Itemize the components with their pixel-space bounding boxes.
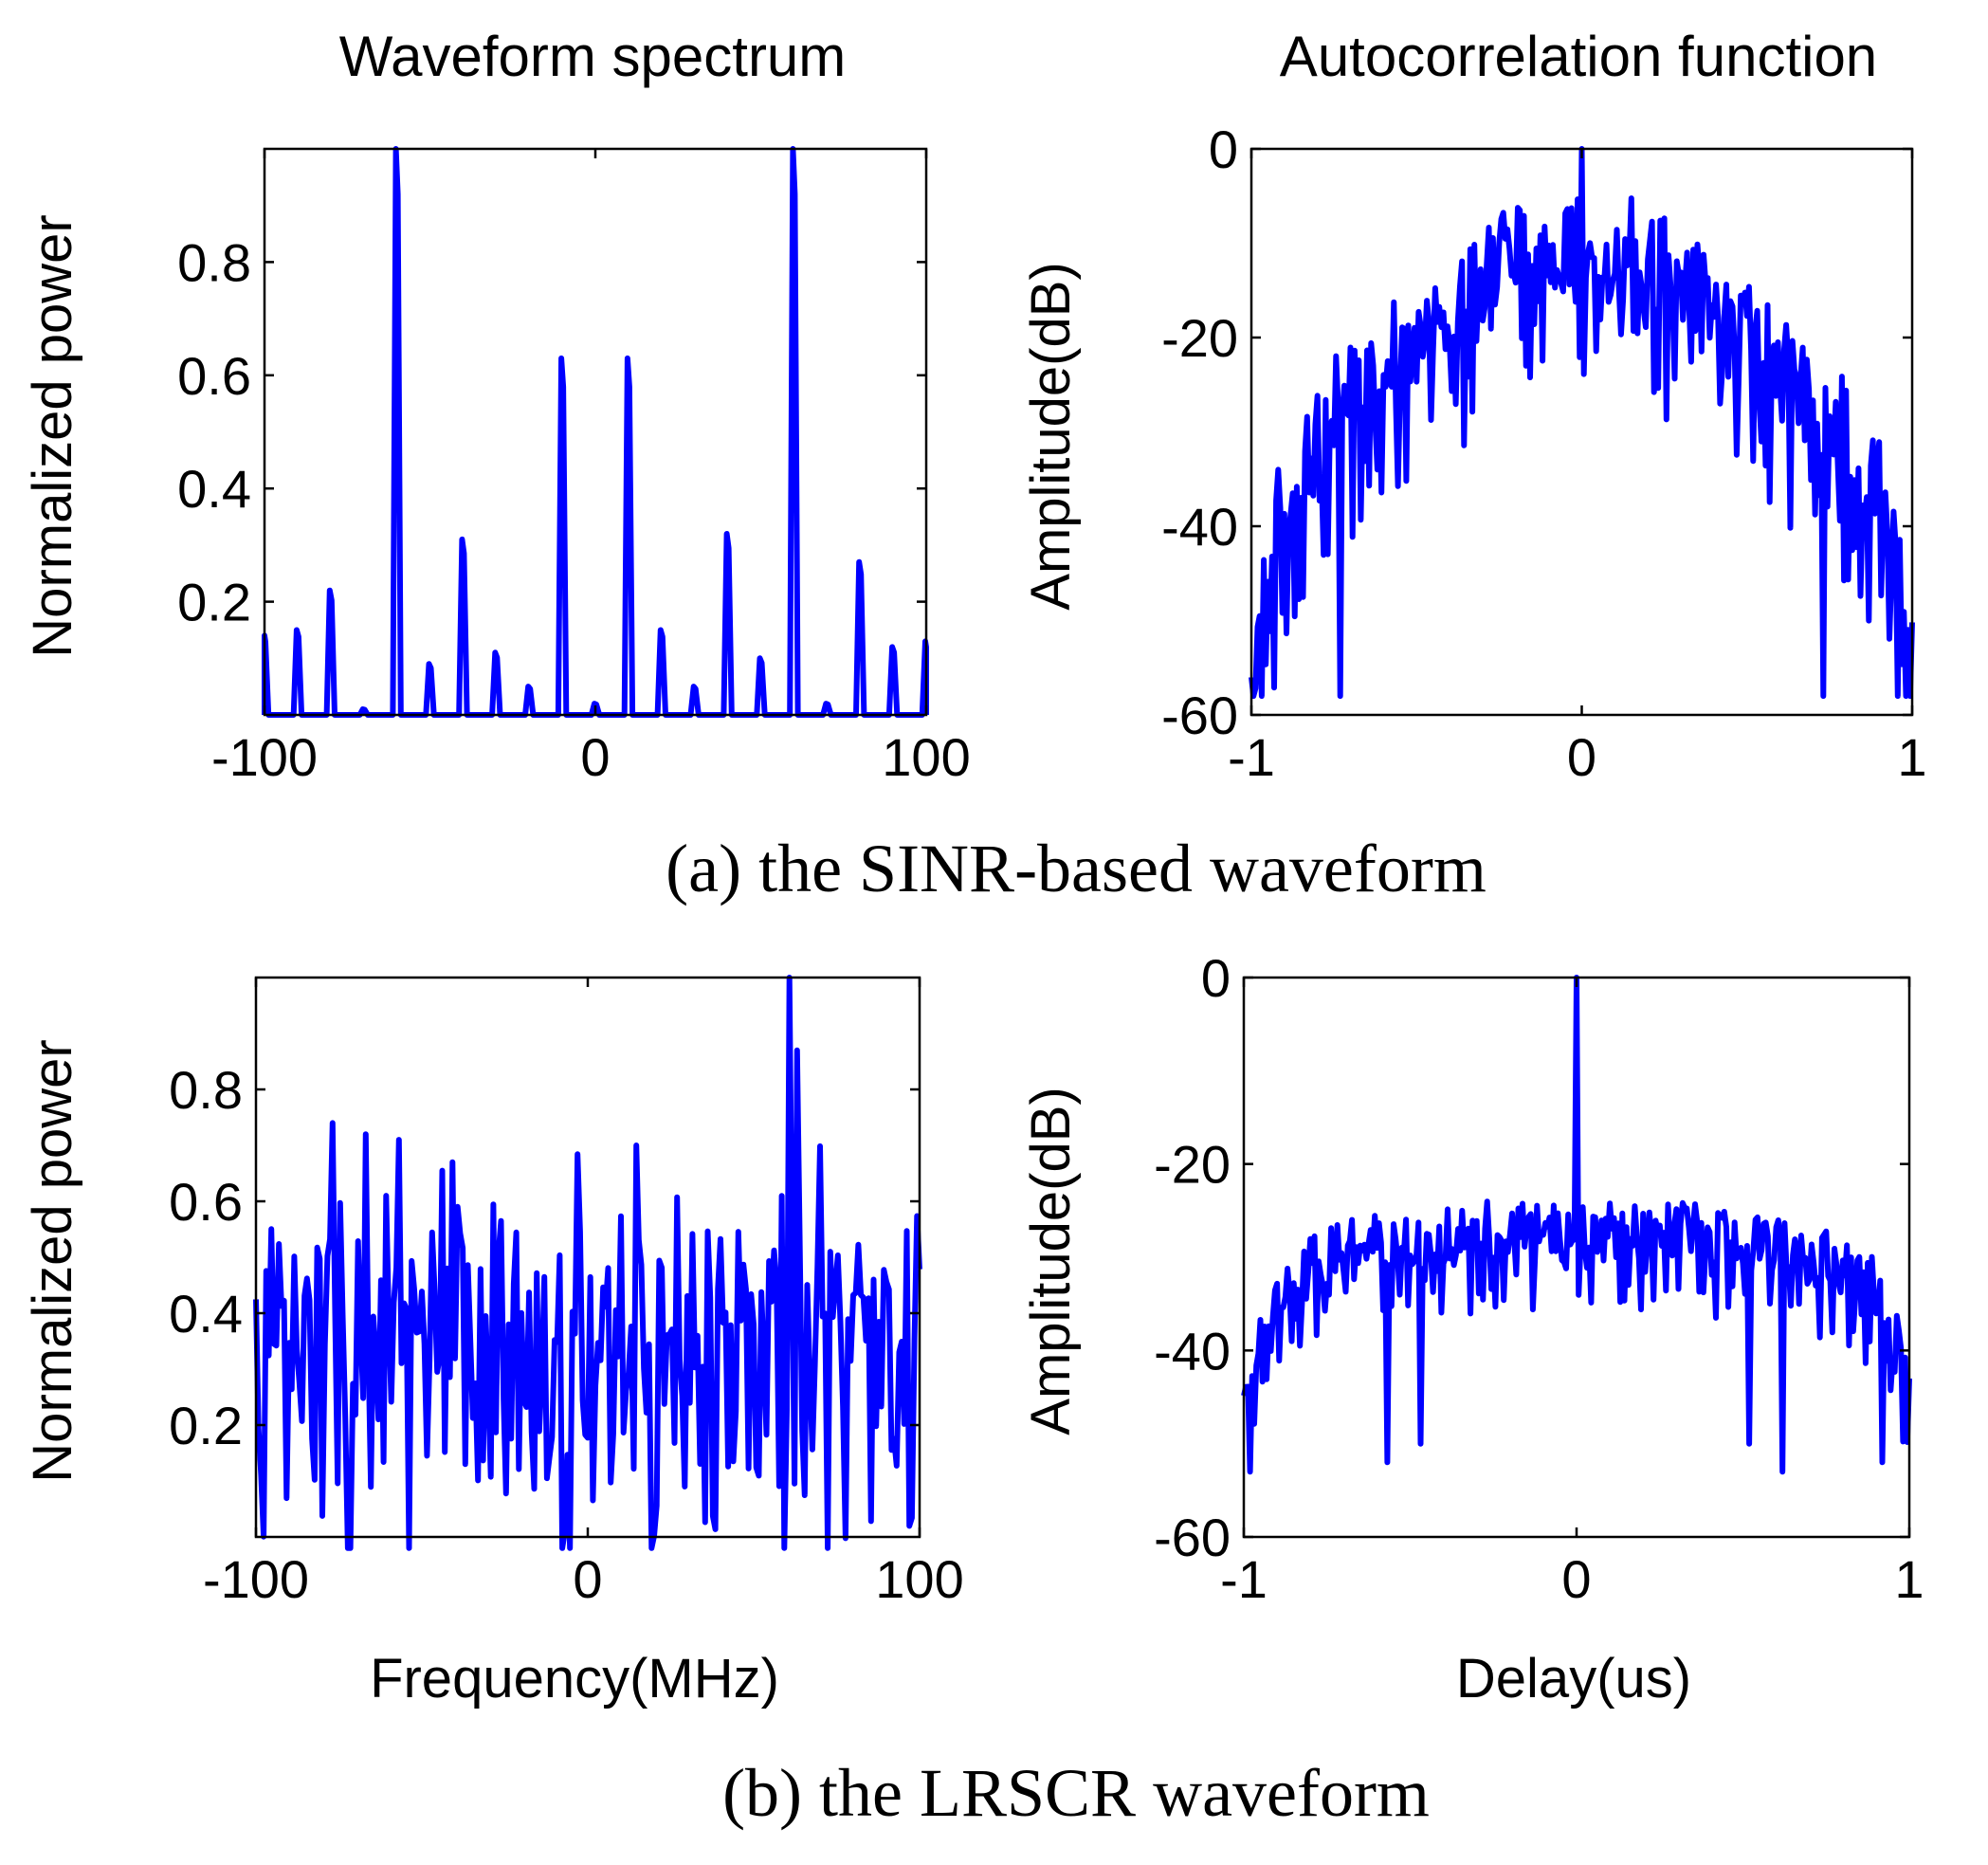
y-tick-label: -20 — [1154, 1135, 1231, 1195]
panel-b-spectrum: Normalized power Frequency(MHz) -100 0 100… — [22, 975, 964, 1710]
y-tick-label: 0.2 — [177, 573, 251, 632]
series-layer — [1249, 146, 1915, 700]
x-tick-label: -100 — [203, 1549, 309, 1609]
series-line — [1241, 975, 1912, 1475]
y-tick-label: 0 — [1209, 119, 1238, 179]
x-axis-label: Frequency(MHz) — [370, 1648, 779, 1710]
panel-a-spectrum: Waveform spectrum Normalized power -100 0… — [22, 25, 971, 787]
panel-a-autocorr: Autocorrelation function Amplitude(dB) -… — [1020, 25, 1927, 787]
panel-b-autocorr: Amplitude(dB) Delay(us) -1 0 1 0 -20 -40 -60 — [1020, 948, 1924, 1710]
y-tick-label: -40 — [1161, 497, 1238, 557]
x-tick-label: -100 — [211, 727, 318, 787]
tick-layer: -1 0 1 0 -20 -40 -60 — [1161, 119, 1927, 787]
tick-layer: -1 0 1 0 -20 -40 -60 — [1154, 948, 1924, 1609]
y-tick-label: 0 — [1201, 948, 1231, 1008]
series-layer — [1241, 975, 1912, 1475]
y-tick-label: -60 — [1161, 686, 1238, 745]
x-tick-label: -1 — [1220, 1549, 1268, 1609]
y-tick-label: 0.4 — [169, 1284, 243, 1344]
panel-title: Waveform spectrum — [339, 25, 847, 88]
series-line — [253, 975, 922, 1551]
y-tick-label: -20 — [1161, 308, 1238, 368]
series-line — [1249, 146, 1915, 700]
x-tick-label: 0 — [580, 727, 610, 787]
y-tick-label: -40 — [1154, 1321, 1231, 1380]
caption-b: (b) the LRSCR waveform — [722, 1755, 1430, 1831]
x-tick-label: 100 — [882, 727, 970, 787]
series-layer — [262, 146, 929, 718]
x-tick-label: 1 — [1897, 727, 1926, 787]
y-axis-label: Amplitude(dB) — [1020, 262, 1082, 610]
x-tick-label: 0 — [573, 1549, 602, 1609]
x-tick-label: 1 — [1894, 1549, 1924, 1609]
plot-frame — [263, 147, 928, 717]
x-tick-label: 100 — [875, 1549, 963, 1609]
tick-layer: -100 0 100 0.2 0.4 0.6 0.8 — [177, 149, 971, 787]
y-axis-label: Amplitude(dB) — [1020, 1087, 1082, 1435]
x-tick-label: 0 — [1561, 1549, 1591, 1609]
series-line — [262, 146, 929, 718]
y-tick-label: 0.8 — [169, 1060, 243, 1120]
y-tick-label: 0.8 — [177, 232, 251, 292]
series-layer — [253, 975, 922, 1551]
tick-layer: -100 0 100 0.2 0.4 0.6 0.8 — [169, 978, 964, 1609]
x-tick-label: -1 — [1228, 727, 1275, 787]
y-tick-label: 0.6 — [169, 1172, 243, 1232]
x-axis-label: Delay(us) — [1456, 1648, 1691, 1710]
y-axis-label: Normalized power — [22, 214, 83, 657]
y-tick-label: -60 — [1154, 1508, 1231, 1567]
y-axis-label: Normalized power — [22, 1039, 83, 1482]
y-tick-label: 0.2 — [169, 1396, 243, 1455]
y-tick-label: 0.4 — [177, 459, 251, 519]
caption-a: (a) the SINR-based waveform — [666, 831, 1486, 906]
x-tick-label: 0 — [1567, 727, 1596, 787]
panel-title: Autocorrelation function — [1280, 25, 1877, 88]
y-tick-label: 0.6 — [177, 346, 251, 406]
